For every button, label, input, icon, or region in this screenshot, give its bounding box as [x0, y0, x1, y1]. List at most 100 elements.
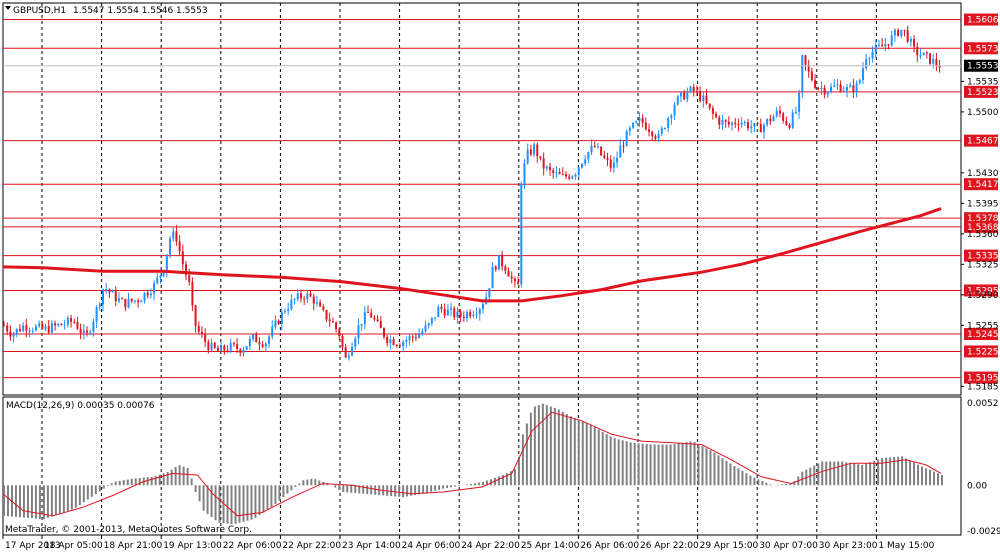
level-price-tag: [964, 42, 998, 55]
candle-bull: [909, 38, 912, 42]
candle-bear: [648, 129, 651, 132]
candle-bull: [481, 304, 484, 310]
candle-bull: [555, 172, 558, 174]
candle-bull: [667, 118, 670, 129]
time-label: 23 Apr 14:00: [342, 541, 401, 551]
candle-bull: [842, 90, 845, 92]
candle-bull: [274, 320, 277, 327]
candle-bear: [542, 158, 545, 169]
candle-bear: [137, 300, 140, 303]
candle-bear: [699, 91, 702, 101]
candle-bear: [558, 172, 561, 175]
candle-bear: [25, 325, 28, 331]
candle-bull: [545, 166, 548, 169]
candle-bull: [22, 325, 25, 331]
candle-bull: [740, 123, 743, 125]
candle-bull: [801, 55, 804, 93]
candle-bear: [204, 334, 207, 342]
candle-bear: [255, 334, 258, 343]
candle-bear: [382, 328, 385, 337]
time-label: 26 Apr 06:00: [580, 541, 639, 551]
candle-bear: [913, 38, 916, 47]
candle-bear: [325, 309, 328, 320]
candle-bull: [111, 291, 114, 293]
candle-bull: [574, 174, 577, 177]
candle-bear: [328, 319, 331, 322]
macd-signal-line: [2, 411, 942, 517]
time-label: 22 Apr 22:00: [282, 541, 341, 551]
candle-bull: [702, 95, 705, 101]
candle-bull: [351, 346, 354, 356]
price-tick-label: 1.5500: [967, 108, 999, 118]
candle-bull: [743, 122, 746, 124]
candle-bull: [478, 309, 481, 315]
candle-bear: [379, 321, 382, 329]
level-price-label: 1.5368: [967, 223, 999, 233]
candle-bull: [159, 275, 162, 278]
price-tick-label: 1.5535: [967, 77, 999, 87]
candle-bull: [280, 311, 283, 325]
candle-bear: [887, 44, 890, 46]
candle-bull: [347, 355, 350, 358]
candle-bull: [405, 340, 408, 342]
candle-bull: [408, 336, 411, 341]
candle-bear: [804, 55, 807, 65]
candle-bear: [906, 30, 909, 42]
candle-bull: [92, 321, 95, 332]
candle-bull: [143, 292, 146, 301]
level-price-tag: [964, 134, 998, 147]
candle-bull: [890, 35, 893, 46]
candle-bear: [501, 254, 504, 267]
price-tick-label: 1.5430: [967, 169, 999, 179]
candle-bull: [686, 92, 689, 100]
candle-bear: [70, 317, 73, 322]
level-price-tag: [964, 13, 998, 26]
candle-bull: [165, 254, 168, 274]
candle-bull: [762, 124, 765, 133]
level-price-tag: [964, 284, 998, 297]
candle-bear: [644, 122, 647, 130]
candle-bull: [430, 317, 433, 324]
candle-bull: [520, 183, 523, 285]
candle-bear: [395, 344, 398, 346]
candle-bull: [245, 346, 248, 350]
candle-bear: [756, 123, 759, 125]
candle-bear: [175, 231, 178, 242]
horizontal-levels[interactable]: 1.56061.55731.55231.54671.54171.53781.53…: [3, 13, 999, 384]
candle-bear: [622, 145, 625, 147]
macd-tick-label: 0.0052: [967, 399, 999, 409]
candle-bear: [47, 326, 50, 333]
candle-bull: [140, 300, 143, 303]
candle-bull: [753, 123, 756, 127]
candle-bear: [839, 84, 842, 92]
price-axis: 1.5535 1.5500 1.5430 1.5395 1.5360 1.5325 1.52…: [3, 59, 1000, 537]
candle-bear: [335, 322, 338, 330]
candle-bear: [207, 341, 210, 351]
candle-bull: [293, 298, 296, 300]
time-label: 1 May 15:00: [878, 541, 934, 551]
candle-bull: [38, 323, 41, 327]
candle-bull: [156, 277, 159, 283]
candle-bull: [172, 231, 175, 239]
candle-bull: [657, 133, 660, 139]
candle-bull: [775, 110, 778, 117]
candle-bull: [731, 122, 734, 125]
candle-bull: [830, 86, 833, 93]
candle-bear: [367, 311, 370, 313]
candle-bull: [264, 343, 267, 347]
candle-bear: [277, 320, 280, 325]
candle-bear: [414, 337, 417, 339]
candle-bull: [628, 127, 631, 132]
candle-bear: [411, 336, 414, 338]
price-tick-label: 1.5255: [967, 321, 999, 331]
candle-bull: [149, 293, 152, 296]
candle-bear: [641, 118, 644, 123]
time-label: 24 Apr 06:00: [402, 541, 461, 551]
candle-bear: [852, 85, 855, 93]
candle-bear: [453, 308, 456, 318]
candle-bull: [169, 238, 172, 255]
time-label: 22 Apr 06:00: [223, 541, 282, 551]
symbol-dropdown-icon[interactable]: [5, 6, 11, 10]
time-label: 17 Apr 2013: [5, 541, 61, 551]
